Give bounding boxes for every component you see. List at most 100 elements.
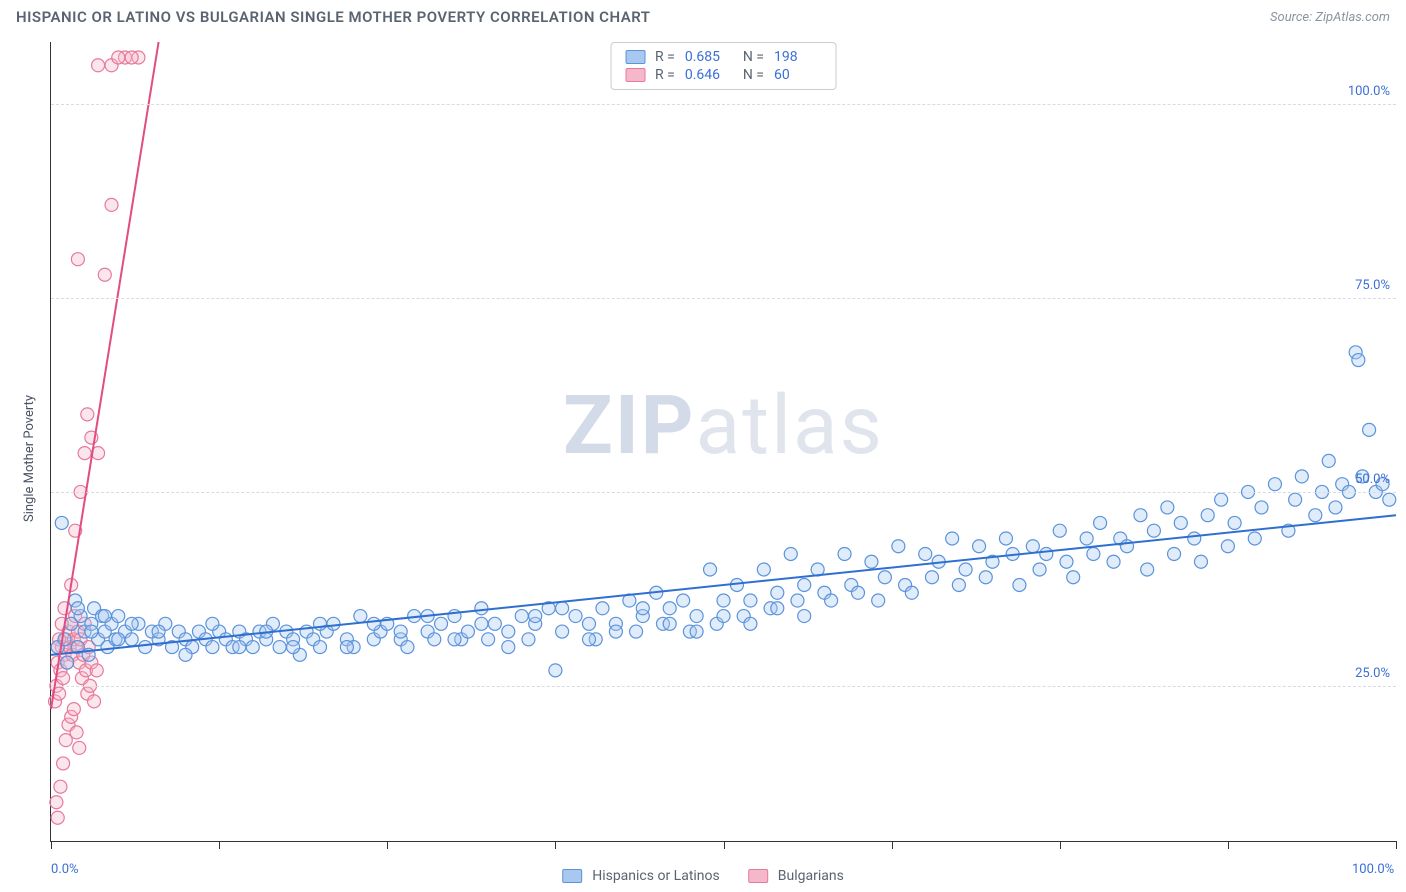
- x-tick: [1060, 841, 1061, 849]
- data-point: [946, 532, 959, 545]
- gridline: [51, 492, 1396, 493]
- data-point: [233, 641, 246, 654]
- data-point: [717, 594, 730, 607]
- x-tick: [724, 841, 725, 849]
- data-point: [1201, 509, 1214, 522]
- data-point: [1087, 547, 1100, 560]
- data-point: [206, 641, 219, 654]
- trend-line: [51, 515, 1396, 655]
- data-point: [55, 516, 68, 529]
- data-point: [435, 617, 448, 630]
- stat-r-label: R =: [655, 49, 675, 65]
- data-point: [690, 610, 703, 623]
- data-point: [925, 571, 938, 584]
- x-tick: [51, 841, 52, 849]
- data-point: [340, 641, 353, 654]
- data-point: [71, 602, 84, 615]
- stat-r-value: 0.646: [685, 67, 733, 83]
- legend-row: R = 0.685 N = 198: [625, 49, 822, 65]
- data-point: [556, 625, 569, 638]
- data-point: [596, 602, 609, 615]
- data-point: [51, 811, 64, 824]
- data-point: [771, 602, 784, 615]
- data-point: [609, 625, 622, 638]
- y-tick-label: 100.0%: [1348, 84, 1390, 99]
- data-point: [1268, 478, 1281, 491]
- data-point: [461, 625, 474, 638]
- stat-n-value: 60: [774, 67, 822, 83]
- data-point: [872, 594, 885, 607]
- data-point: [314, 641, 327, 654]
- data-point: [354, 610, 367, 623]
- data-point: [677, 594, 690, 607]
- x-tick: [387, 841, 388, 849]
- data-point: [865, 555, 878, 568]
- data-point: [327, 617, 340, 630]
- data-point: [784, 547, 797, 560]
- data-point: [878, 571, 891, 584]
- y-tick-label: 75.0%: [1355, 278, 1390, 293]
- chart-title: HISPANIC OR LATINO VS BULGARIAN SINGLE M…: [16, 8, 651, 26]
- data-point: [1322, 454, 1335, 467]
- x-tick: [1228, 841, 1229, 849]
- data-point: [791, 594, 804, 607]
- data-point: [152, 625, 165, 638]
- data-point: [1329, 501, 1342, 514]
- data-point: [1147, 524, 1160, 537]
- data-point: [394, 625, 407, 638]
- data-point: [556, 602, 569, 615]
- data-point: [583, 617, 596, 630]
- legend-swatch: [562, 869, 582, 883]
- x-tick: [1396, 841, 1397, 849]
- data-point: [1161, 501, 1174, 514]
- data-point: [919, 547, 932, 560]
- data-point: [825, 594, 838, 607]
- y-tick-label: 25.0%: [1355, 666, 1390, 681]
- data-point: [569, 610, 582, 623]
- data-point: [475, 617, 488, 630]
- data-point: [54, 780, 67, 793]
- data-point: [1352, 354, 1365, 367]
- data-point: [690, 625, 703, 638]
- data-point: [67, 703, 80, 716]
- data-point: [663, 602, 676, 615]
- data-point: [549, 664, 562, 677]
- legend-item: Bulgarians: [748, 868, 844, 884]
- data-point: [98, 268, 111, 281]
- data-point: [905, 586, 918, 599]
- data-point: [475, 602, 488, 615]
- data-point: [112, 610, 125, 623]
- data-point: [1188, 532, 1201, 545]
- data-point: [663, 617, 676, 630]
- data-point: [1228, 516, 1241, 529]
- data-point: [529, 610, 542, 623]
- series-legend: Hispanics or Latinos Bulgarians: [562, 868, 844, 884]
- data-point: [717, 610, 730, 623]
- data-point: [448, 633, 461, 646]
- stat-n-label: N =: [743, 49, 764, 65]
- x-tick-label: 0.0%: [51, 862, 79, 877]
- x-tick: [555, 841, 556, 849]
- data-point: [1067, 571, 1080, 584]
- data-point: [246, 641, 259, 654]
- legend-label: Hispanics or Latinos: [592, 868, 720, 884]
- x-tick-label: 100.0%: [1352, 862, 1394, 877]
- data-point: [973, 540, 986, 553]
- data-point: [70, 726, 83, 739]
- data-point: [522, 633, 535, 646]
- gridline: [51, 104, 1396, 105]
- data-point: [892, 540, 905, 553]
- x-tick: [219, 841, 220, 849]
- data-point: [1141, 563, 1154, 576]
- data-point: [273, 641, 286, 654]
- data-point: [85, 625, 98, 638]
- data-point: [139, 641, 152, 654]
- data-point: [81, 408, 94, 421]
- source-attribution: Source: ZipAtlas.com: [1270, 10, 1390, 25]
- data-point: [92, 59, 105, 72]
- plot-area: ZIPatlas R = 0.685 N = 198 R = 0.646 N =…: [50, 42, 1396, 842]
- stat-n-label: N =: [743, 67, 764, 83]
- data-point: [744, 594, 757, 607]
- data-point: [583, 633, 596, 646]
- data-point: [401, 641, 414, 654]
